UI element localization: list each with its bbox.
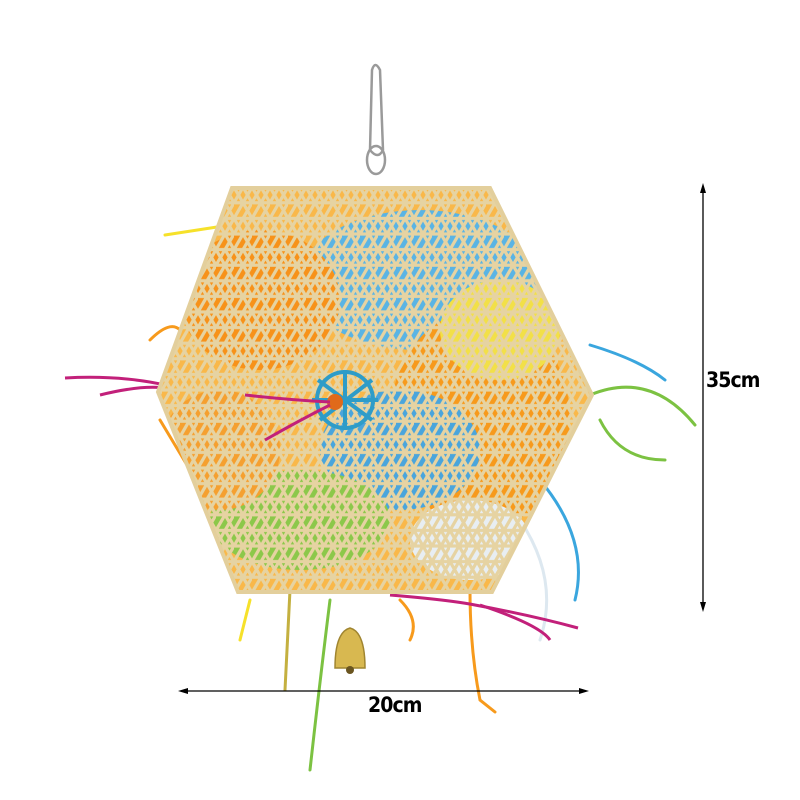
width-label: 20cm [368,693,422,717]
cord-knot [244,393,331,442]
height-label: 35cm [706,368,760,392]
wood-bead [327,394,343,410]
width-dimension-arrow [178,688,589,694]
bell-icon [334,627,366,674]
height-dimension-arrow [700,183,706,612]
hook-icon [365,63,387,176]
bamboo-frame [155,186,595,594]
woven-ball [158,188,592,592]
